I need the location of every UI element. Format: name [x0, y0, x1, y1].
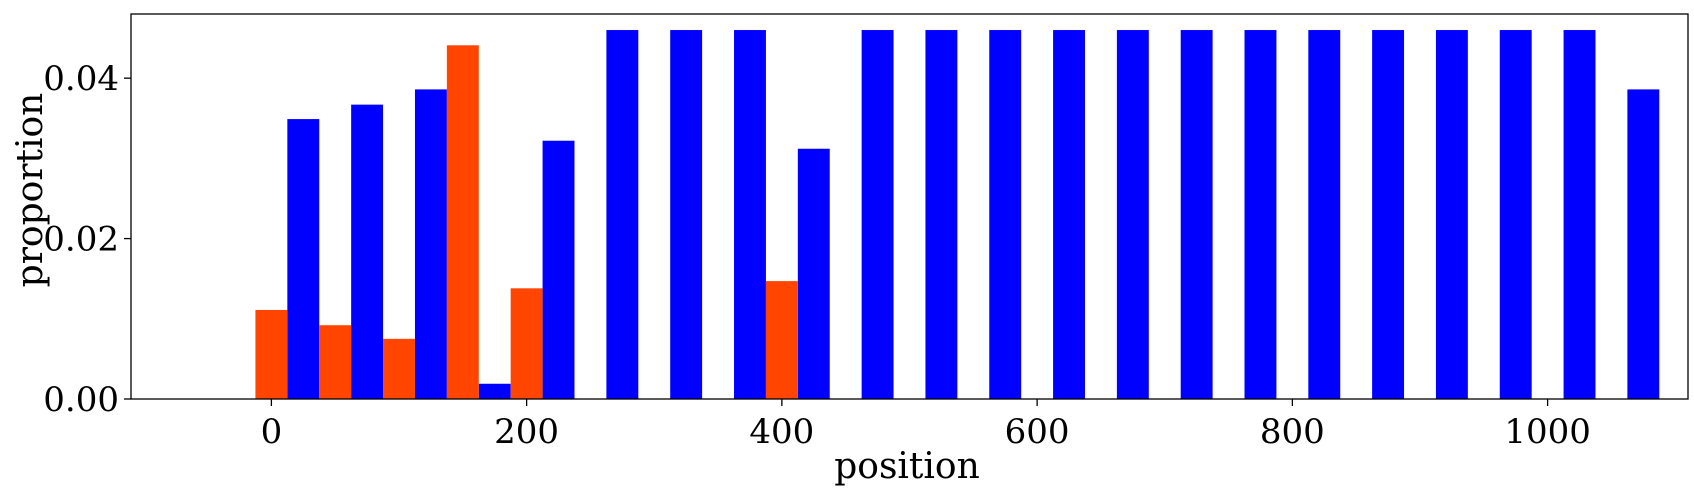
bar-series1-16: [1308, 30, 1341, 399]
bar-series2-4: [510, 288, 543, 399]
bar-series1-4: [542, 140, 575, 400]
y-axis-label: proportion: [10, 93, 51, 288]
bar-series2-0: [255, 309, 288, 399]
bar-series1-3: [478, 383, 511, 399]
bar-series1-7: [734, 30, 766, 399]
x-tick-label: 800: [1260, 412, 1325, 452]
bar-series1-19: [1499, 30, 1532, 399]
bar-series1-15: [1244, 30, 1277, 399]
bar-series2-3: [446, 45, 479, 399]
bar-series1-2: [414, 89, 447, 400]
x-axis-ticks: 0 200 400 600 800 1000: [261, 399, 1591, 452]
x-tick-label: 1000: [1504, 412, 1591, 452]
x-tick-label: 0: [261, 412, 283, 452]
x-tick-label: 600: [1005, 412, 1070, 452]
bar-series1-11: [989, 30, 1022, 399]
bar-series1-1: [351, 104, 384, 399]
bar-series1-20: [1563, 30, 1596, 399]
bar-series1-21: [1627, 89, 1660, 400]
x-axis-label: position: [834, 446, 980, 487]
bar-series1-12: [1053, 30, 1085, 399]
bar-series1-6: [670, 30, 703, 399]
bar-series1-5: [606, 30, 639, 399]
y-tick-label: 0.02: [43, 220, 119, 260]
bar-series1-17: [1372, 30, 1405, 399]
bar-series1-18: [1435, 30, 1468, 399]
y-axis-ticks: 0.00 0.02 0.04: [43, 59, 131, 420]
y-tick-label: 0.00: [43, 380, 119, 420]
bar-series2-1: [319, 325, 352, 399]
x-tick-label: 400: [749, 412, 814, 452]
bar-series2-5: [765, 281, 798, 399]
x-tick-label: 200: [494, 412, 559, 452]
bar-series2-2: [383, 338, 415, 399]
bar-series1-0: [287, 119, 320, 399]
bar-series1-10: [925, 30, 958, 399]
plot-frame: [130, 13, 1689, 400]
bar-series1-9: [861, 30, 894, 399]
y-tick-label: 0.04: [43, 59, 119, 99]
bar-series1-8: [797, 148, 830, 399]
bar-series1-13: [1116, 30, 1149, 399]
bars-layer: [255, 30, 1660, 400]
bar-series1-14: [1180, 30, 1213, 399]
